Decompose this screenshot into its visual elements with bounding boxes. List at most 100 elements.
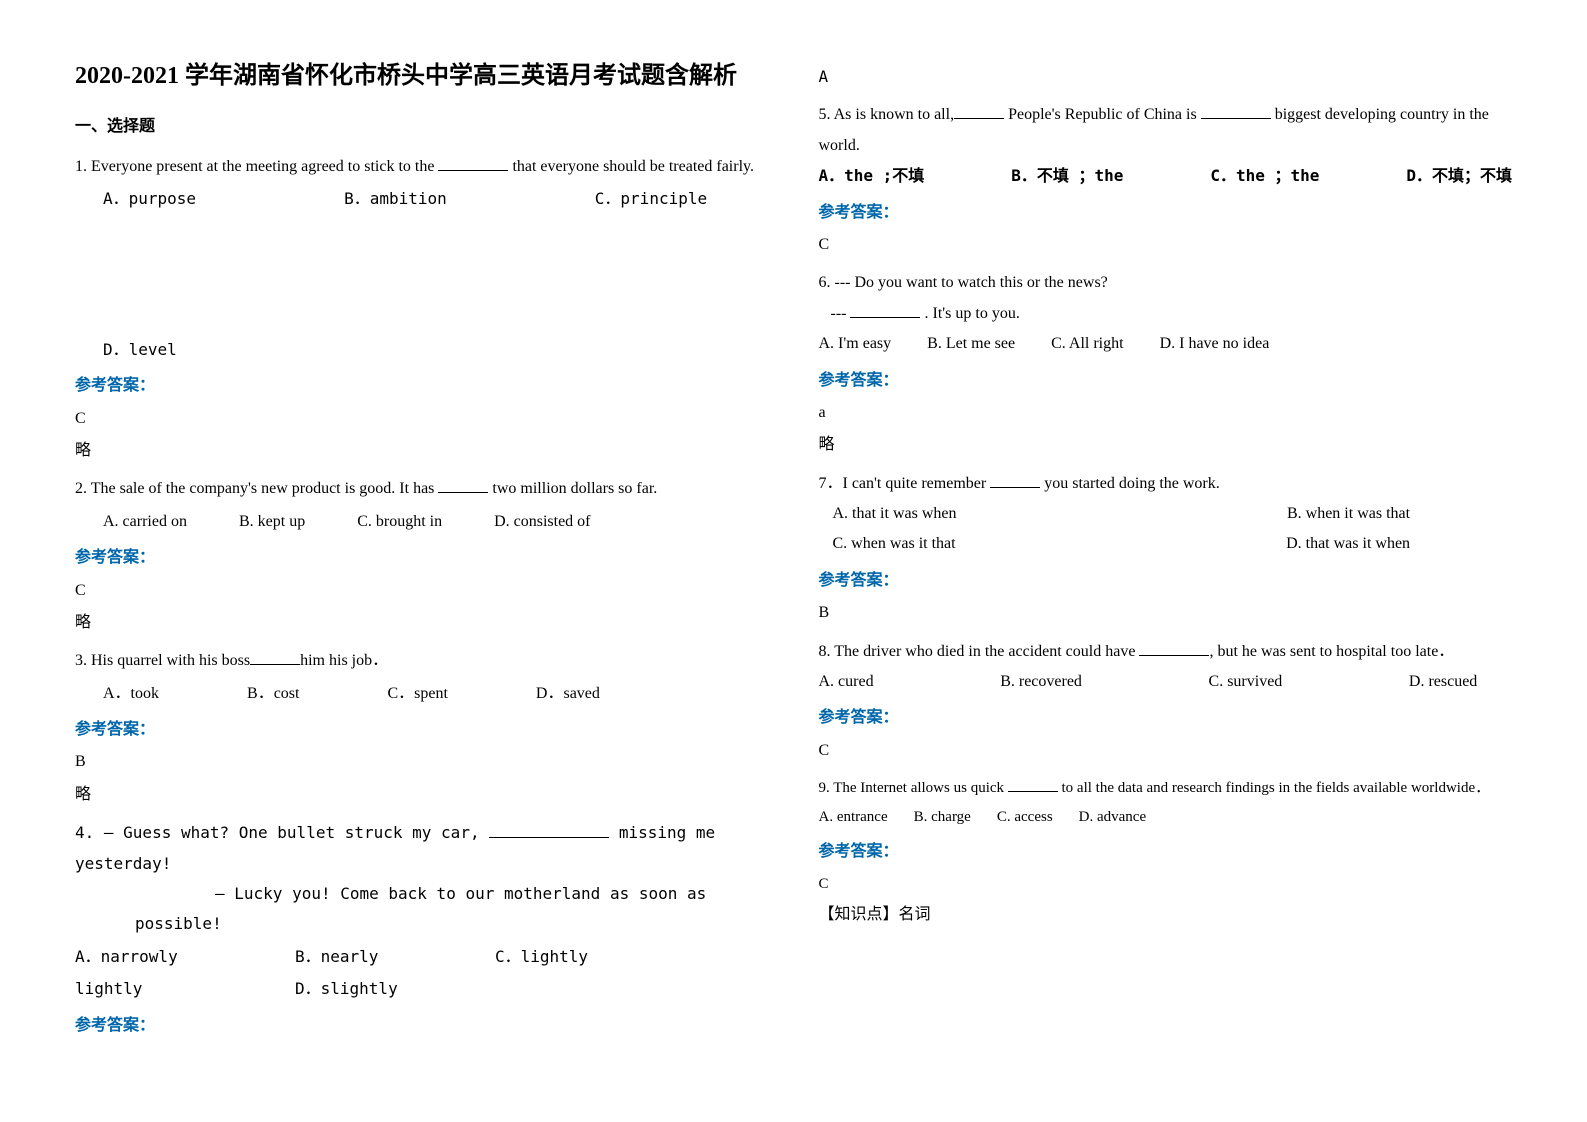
q4-opt-b: B．nearly <box>295 942 495 972</box>
q4-answer-label: 参考答案： <box>75 1011 769 1041</box>
q7-opt-c: C. when was it that <box>833 529 956 559</box>
q1-answer: C <box>75 404 769 434</box>
q9-opt-c: C. access <box>997 803 1053 832</box>
q2-opt-c: C. brought in <box>357 507 470 537</box>
q3-opt-a: A．took <box>103 679 187 709</box>
q5-opt-d: D．不填；不填 <box>1406 161 1512 191</box>
q3-opt-b: B．cost <box>247 679 327 709</box>
q6-line2-a: --- <box>827 305 851 322</box>
q3-text-b: him his job． <box>300 652 388 669</box>
right-column: A 5. As is known to all, People's Republ… <box>794 60 1538 1082</box>
blank <box>1201 105 1271 119</box>
q5-opt-b: B．不填 ；the <box>1011 161 1123 191</box>
q3-note: 略 <box>75 780 769 810</box>
q7-opt-d: D. that was it when <box>1286 529 1410 559</box>
q6-line2-b: . It's up to you. <box>920 305 1019 322</box>
q7-opt-a: A. that it was when <box>833 499 957 529</box>
q1-answer-label: 参考答案： <box>75 371 769 401</box>
blank <box>438 479 488 493</box>
q9-knowledge: 【知识点】名词 <box>819 900 1513 930</box>
q7-answer-label: 参考答案： <box>819 566 1513 596</box>
blank <box>489 824 609 838</box>
q6-answer-label: 参考答案： <box>819 366 1513 396</box>
q2-text-a: 2. The sale of the company's new product… <box>75 480 438 497</box>
q8-opt-b: B. recovered <box>1000 667 1082 697</box>
q9-text: 9. The Internet allows us quick to all t… <box>819 774 1513 803</box>
q1-opt-c: C．principle <box>595 184 735 214</box>
q2-answer: C <box>75 576 769 606</box>
q3-text: 3. His quarrel with his boss him his job． <box>75 646 769 676</box>
q9-opt-a: A. entrance <box>819 803 888 832</box>
q1-opt-d: D．level <box>103 335 205 365</box>
q1-text-b: that everyone should be treated fairly. <box>508 158 754 175</box>
q8-text: 8. The driver who died in the accident c… <box>819 637 1513 667</box>
q9-answer: C <box>819 870 1513 899</box>
q4-line1: 4. — Guess what? One bullet struck my ca… <box>75 818 769 879</box>
q8-answer: C <box>819 736 1513 766</box>
q3-options: A．took B．cost C．spent D．saved <box>75 679 769 709</box>
q2-text: 2. The sale of the company's new product… <box>75 474 769 504</box>
q6-note: 略 <box>819 430 1513 460</box>
q5-text-a: 5. As is known to all, <box>819 106 955 123</box>
q6-options: A. I'm easy B. Let me see C. All right D… <box>819 329 1513 359</box>
q8-answer-label: 参考答案： <box>819 703 1513 733</box>
q3-answer-label: 参考答案： <box>75 715 769 745</box>
q3-opt-d: D．saved <box>536 679 628 709</box>
q5-options: A．the ;不填 B．不填 ；the C．the ；the D．不填；不填 <box>819 161 1513 191</box>
q2-opt-d: D. consisted of <box>494 507 618 537</box>
q9-opt-b: B. charge <box>914 803 971 832</box>
q7-opt-b: B. when it was that <box>1287 499 1410 529</box>
q4-opt-a: A．narrowly <box>75 942 295 972</box>
q5-answer-label: 参考答案： <box>819 198 1513 228</box>
q7-text-a: 7．I can't quite remember <box>819 475 991 492</box>
q3-answer: B <box>75 747 769 777</box>
q3-text-a: 3. His quarrel with his boss <box>75 652 250 669</box>
q7-text: 7．I can't quite remember you started doi… <box>819 469 1513 499</box>
q1-opt-a: A．purpose <box>103 184 224 214</box>
blank <box>438 157 508 171</box>
q9-text-b: to all the data and research findings in… <box>1058 780 1490 796</box>
exam-page: 2020-2021 学年湖南省怀化市桥头中学高三英语月考试题含解析 一、选择题 … <box>0 0 1587 1122</box>
left-column: 2020-2021 学年湖南省怀化市桥头中学高三英语月考试题含解析 一、选择题 … <box>50 60 794 1082</box>
q2-opt-a: A. carried on <box>103 507 215 537</box>
q4-line2: — Lucky you! Come back to our motherland… <box>75 879 769 940</box>
q2-options: A. carried on B. kept up C. brought in D… <box>75 507 769 537</box>
q5-text: 5. As is known to all, People's Republic… <box>819 100 1513 161</box>
q6-opt-c: C. All right <box>1051 329 1123 359</box>
q8-text-a: 8. The driver who died in the accident c… <box>819 643 1140 660</box>
blank <box>850 303 920 317</box>
q7-answer: B <box>819 598 1513 628</box>
q4-options: A．narrowly B．nearly C．lightly <box>75 942 769 972</box>
q5-answer: C <box>819 230 1513 260</box>
q9-opt-d: D. advance <box>1079 803 1146 832</box>
document-title: 2020-2021 学年湖南省怀化市桥头中学高三英语月考试题含解析 <box>75 60 769 94</box>
q1-options: A．purpose B．ambition C．principle D．level <box>75 184 769 365</box>
q9-text-a: 9. The Internet allows us quick <box>819 780 1008 796</box>
blank <box>990 473 1040 487</box>
q2-answer-label: 参考答案： <box>75 543 769 573</box>
q6-line1: 6. --- Do you want to watch this or the … <box>819 268 1513 298</box>
q4-opt-c2: lightly <box>75 974 295 1004</box>
q8-options: A. cured B. recovered C. survived D. res… <box>819 667 1478 697</box>
q4-opt-d: D．slightly <box>295 974 426 1004</box>
q6-opt-a: A. I'm easy <box>819 329 892 359</box>
q8-opt-c: C. survived <box>1209 667 1283 697</box>
q6-opt-d: D. I have no idea <box>1160 329 1270 359</box>
q4-answer: A <box>819 62 1513 92</box>
q8-text-b: , but he was sent to hospital too late． <box>1209 643 1454 660</box>
q1-text-a: 1. Everyone present at the meeting agree… <box>75 158 438 175</box>
q5-opt-c: C．the ；the <box>1210 161 1319 191</box>
section-heading: 一、选择题 <box>75 112 769 142</box>
q2-text-b: two million dollars so far. <box>488 480 657 497</box>
q7-options: A. that it was when B. when it was that … <box>819 499 1513 560</box>
q6-answer: a <box>819 398 1513 428</box>
q4-options-2: lightly D．slightly <box>75 974 769 1004</box>
q6-line2: --- . It's up to you. <box>819 299 1513 329</box>
q6-opt-b: B. Let me see <box>927 329 1015 359</box>
q9-answer-label: 参考答案： <box>819 837 1513 867</box>
q2-opt-b: B. kept up <box>239 507 333 537</box>
q2-note: 略 <box>75 608 769 638</box>
q5-text-b: People's Republic of China is <box>1004 106 1201 123</box>
q1-note: 略 <box>75 436 769 466</box>
q8-opt-a: A. cured <box>819 667 874 697</box>
